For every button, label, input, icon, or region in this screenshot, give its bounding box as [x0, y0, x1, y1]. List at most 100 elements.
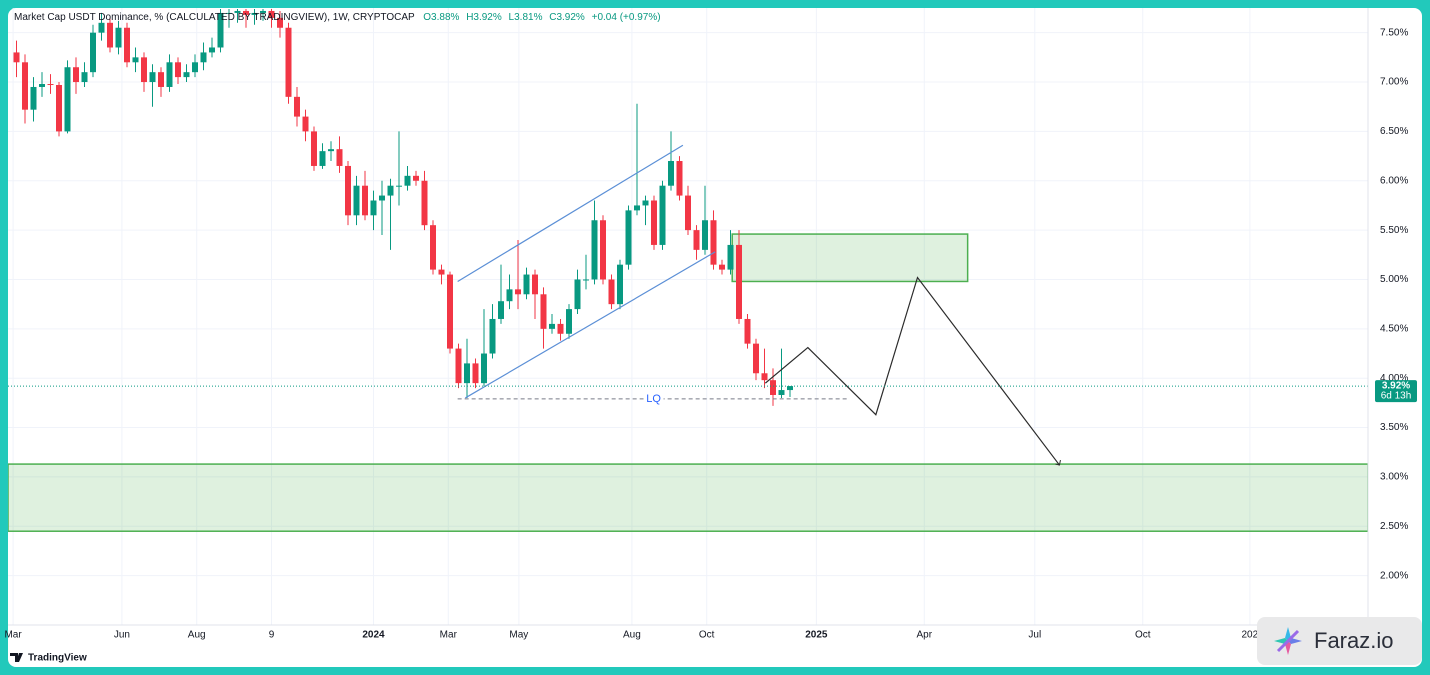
- candle-body: [192, 62, 198, 73]
- candle-body: [481, 353, 487, 384]
- candle-body: [685, 195, 691, 231]
- candle-body: [736, 244, 742, 319]
- liquidity-label: LQ: [646, 393, 661, 405]
- candle-body: [328, 149, 334, 152]
- brand-name: TradingView: [28, 653, 87, 664]
- last-price-label: 3.92%: [1382, 381, 1410, 392]
- channel-line: [457, 144, 684, 282]
- candle-body: [115, 27, 122, 48]
- candle-body: [421, 180, 428, 226]
- candle-body: [336, 149, 343, 166]
- candle-body: [98, 22, 105, 33]
- channel-line: [464, 251, 716, 399]
- candle-body: [260, 10, 266, 13]
- candle-body: [583, 279, 589, 281]
- zone: [8, 463, 1368, 532]
- legend-value: C3.92%: [549, 12, 585, 23]
- candle-body: [455, 348, 462, 384]
- grid: [8, 8, 1368, 625]
- candle-body: [761, 373, 768, 381]
- candle-body: [676, 161, 683, 196]
- candle-body: [234, 10, 241, 13]
- candle-body: [149, 72, 156, 83]
- candle-body: [39, 84, 45, 87]
- candle-body: [438, 269, 445, 275]
- x-tick-label: Oct: [699, 630, 715, 641]
- candle-body: [90, 32, 96, 73]
- y-tick-label: 4.50%: [1380, 323, 1408, 334]
- candle-body: [566, 309, 572, 334]
- candle-body: [158, 72, 164, 87]
- legend-value: +0.04 (+0.97%): [592, 12, 661, 23]
- candle-body: [770, 380, 776, 395]
- candle-body: [532, 274, 538, 295]
- x-tick-label: 202: [1242, 630, 1259, 641]
- candle-body: [557, 323, 564, 334]
- candle-body: [217, 12, 224, 48]
- candle-body: [404, 175, 411, 186]
- candle-body: [277, 17, 283, 28]
- candle-body: [370, 200, 377, 216]
- y-tick-label: 7.00%: [1380, 77, 1408, 88]
- candle-body: [362, 185, 368, 216]
- legend-value: L3.81%: [509, 12, 543, 23]
- watermark-logo: [1274, 627, 1302, 655]
- candle-body: [13, 52, 20, 63]
- candle-body: [353, 185, 360, 216]
- brand-logo: [10, 653, 23, 662]
- candle-body: [668, 161, 674, 186]
- candle-body: [387, 185, 394, 196]
- y-tick-label: 6.50%: [1380, 126, 1408, 137]
- y-tick-label: 5.50%: [1380, 225, 1408, 236]
- y-tick-label: 3.50%: [1380, 422, 1408, 433]
- x-tick-label: Jul: [1028, 630, 1041, 641]
- y-tick-label: 2.00%: [1380, 570, 1408, 581]
- candle-body: [693, 230, 700, 250]
- countdown: 6d 13h: [1381, 391, 1412, 402]
- projection-path: [764, 276, 1060, 466]
- candle-body: [489, 318, 496, 354]
- legend: Market Cap USDT Dominance, % (CALCULATED…: [14, 12, 661, 23]
- projection-arrow: [1055, 459, 1061, 466]
- candle-body: [778, 390, 785, 395]
- candle-body: [642, 200, 649, 206]
- liquidity-label-bg: [643, 392, 664, 405]
- watermark: Faraz.io: [1257, 617, 1422, 665]
- x-tick-label: Apr: [917, 630, 933, 641]
- candle-body: [22, 62, 28, 110]
- candle-body: [464, 363, 470, 384]
- candle-body: [744, 318, 751, 344]
- y-tick-label: 2.50%: [1380, 521, 1408, 532]
- candle-body: [719, 264, 725, 270]
- x-tick-label: Jun: [114, 630, 130, 641]
- candle-body: [787, 386, 793, 391]
- y-tick-label: 4.00%: [1380, 373, 1408, 384]
- x-tick-label: 2025: [805, 630, 828, 641]
- candle-body: [251, 12, 258, 15]
- candle-body: [56, 85, 62, 132]
- candle-body: [498, 301, 504, 319]
- candle-body: [617, 264, 623, 305]
- candle-body: [472, 363, 479, 384]
- candle-body: [574, 279, 581, 310]
- candle-body: [311, 131, 317, 166]
- candle-body: [243, 10, 249, 15]
- candle-body: [379, 195, 385, 201]
- candle-body: [634, 205, 640, 211]
- candle-body: [702, 220, 708, 250]
- candle-body: [81, 72, 88, 83]
- candle-body: [47, 84, 54, 86]
- candle-body: [345, 165, 351, 216]
- candle-body: [166, 62, 173, 87]
- candle-body: [141, 57, 147, 83]
- candle-body: [200, 52, 207, 63]
- candle-body: [659, 185, 666, 245]
- axes: 7.50% 7.00% 6.50% 6.00% 5.50% 5.00% 4.50% 4.00%…: [4, 8, 1422, 641]
- candle-body: [430, 225, 436, 270]
- x-tick-label: Mar: [4, 630, 22, 641]
- chart-title: Market Cap USDT Dominance, % (CALCULATED…: [14, 12, 415, 23]
- x-tick-label: 9: [269, 630, 275, 641]
- candle-body: [64, 67, 71, 132]
- candle-body: [540, 294, 547, 329]
